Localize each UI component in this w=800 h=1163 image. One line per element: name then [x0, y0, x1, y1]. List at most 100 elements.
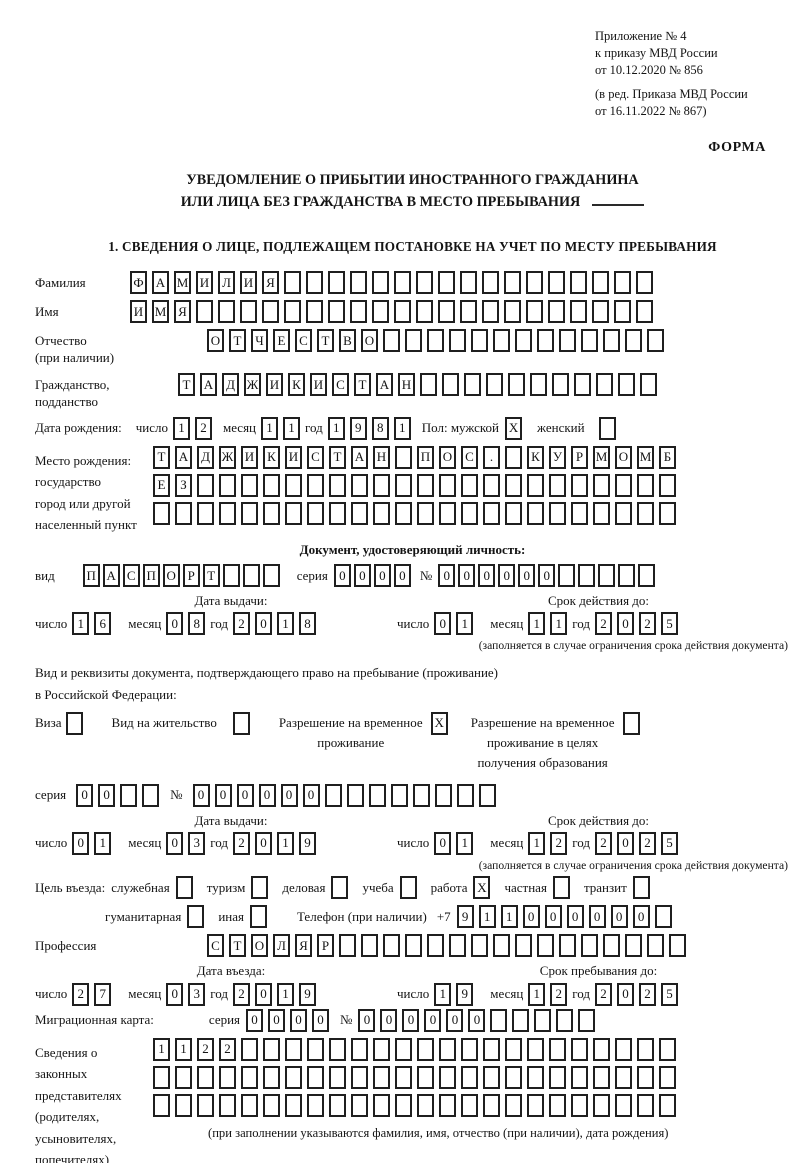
form-cell[interactable] [571, 1037, 588, 1061]
form-cell[interactable]: Л [218, 271, 235, 295]
form-cell[interactable] [549, 1065, 566, 1089]
form-cell[interactable] [549, 501, 566, 525]
form-cell[interactable] [461, 1093, 478, 1117]
form-cell[interactable] [351, 1065, 368, 1089]
form-cell[interactable]: Р [317, 934, 334, 958]
form-cell[interactable] [383, 934, 400, 958]
form-cell[interactable]: 1 [434, 982, 452, 1006]
form-cell[interactable]: 2 [550, 831, 568, 855]
form-cell[interactable] [263, 473, 280, 497]
form-cell[interactable] [637, 473, 654, 497]
form-cell[interactable] [285, 1093, 302, 1117]
form-cell[interactable]: 0 [617, 982, 635, 1006]
form-cell[interactable] [625, 934, 642, 958]
form-cell[interactable] [638, 564, 656, 588]
form-cell[interactable] [417, 1093, 434, 1117]
form-cell[interactable] [537, 329, 554, 353]
form-cell[interactable] [307, 501, 324, 525]
form-cell[interactable] [618, 373, 635, 397]
form-cell[interactable]: А [351, 445, 368, 469]
form-cell[interactable] [593, 1093, 610, 1117]
form-cell[interactable] [373, 501, 390, 525]
form-cell[interactable] [461, 1037, 478, 1061]
form-cell[interactable]: 3 [188, 831, 206, 855]
form-cell[interactable] [242, 564, 260, 588]
form-cell[interactable]: 9 [299, 982, 317, 1006]
form-cell[interactable] [241, 1065, 258, 1089]
form-cell[interactable]: 1 [72, 612, 90, 636]
form-cell[interactable] [598, 564, 616, 588]
form-cell[interactable] [439, 1037, 456, 1061]
form-cell[interactable]: 0 [538, 564, 556, 588]
form-cell[interactable]: 2 [595, 612, 613, 636]
form-cell[interactable]: 0 [446, 1008, 464, 1032]
form-cell[interactable]: Т [153, 445, 170, 469]
form-cell[interactable] [508, 373, 525, 397]
form-cell[interactable]: М [174, 271, 191, 295]
form-cell[interactable]: А [152, 271, 169, 295]
form-cell[interactable] [263, 1093, 280, 1117]
form-cell[interactable]: 7 [94, 982, 112, 1006]
form-cell[interactable]: 0 [72, 831, 90, 855]
form-cell[interactable]: 0 [98, 783, 116, 807]
form-cell[interactable] [471, 934, 488, 958]
form-cell[interactable] [324, 783, 342, 807]
form-cell[interactable] [505, 473, 522, 497]
form-cell[interactable]: 1 [528, 612, 546, 636]
form-cell[interactable] [593, 1037, 610, 1061]
form-cell[interactable]: 0 [434, 612, 452, 636]
form-cell[interactable] [456, 783, 474, 807]
form-cell[interactable] [571, 501, 588, 525]
form-cell[interactable]: Я [295, 934, 312, 958]
form-cell[interactable] [175, 1093, 192, 1117]
form-cell[interactable] [241, 1093, 258, 1117]
form-cell[interactable] [427, 934, 444, 958]
form-cell[interactable] [329, 1037, 346, 1061]
form-cell[interactable] [187, 905, 205, 929]
form-cell[interactable]: X [473, 876, 491, 900]
form-cell[interactable]: 1 [153, 1037, 170, 1061]
form-cell[interactable] [442, 373, 459, 397]
form-cell[interactable] [329, 501, 346, 525]
form-cell[interactable]: 0 [166, 831, 184, 855]
form-cell[interactable] [615, 1037, 632, 1061]
form-cell[interactable]: 2 [233, 612, 251, 636]
form-cell[interactable] [284, 300, 301, 324]
form-cell[interactable] [339, 934, 356, 958]
form-cell[interactable]: Ж [244, 373, 261, 397]
form-cell[interactable] [307, 1065, 324, 1089]
form-cell[interactable]: Ч [251, 329, 268, 353]
form-cell[interactable] [570, 271, 587, 295]
form-cell[interactable]: 2 [550, 982, 568, 1006]
form-cell[interactable] [483, 1093, 500, 1117]
form-cell[interactable] [449, 934, 466, 958]
form-cell[interactable] [120, 783, 138, 807]
form-cell[interactable] [504, 300, 521, 324]
form-cell[interactable]: И [241, 445, 258, 469]
form-cell[interactable] [449, 329, 466, 353]
form-cell[interactable] [395, 1037, 412, 1061]
form-cell[interactable] [240, 300, 257, 324]
form-cell[interactable]: 1 [456, 612, 474, 636]
form-cell[interactable] [439, 501, 456, 525]
form-cell[interactable] [306, 271, 323, 295]
form-cell[interactable] [632, 876, 650, 900]
form-cell[interactable] [578, 1008, 596, 1032]
form-cell[interactable]: X [505, 416, 523, 440]
form-cell[interactable] [570, 300, 587, 324]
form-cell[interactable]: 0 [280, 783, 298, 807]
form-cell[interactable]: 2 [219, 1037, 236, 1061]
form-cell[interactable] [527, 1093, 544, 1117]
form-cell[interactable] [434, 783, 452, 807]
form-cell[interactable]: 0 [438, 564, 456, 588]
form-cell[interactable] [578, 564, 596, 588]
form-cell[interactable] [505, 1037, 522, 1061]
form-cell[interactable] [390, 783, 408, 807]
form-cell[interactable]: 0 [478, 564, 496, 588]
form-cell[interactable] [482, 300, 499, 324]
form-cell[interactable]: А [200, 373, 217, 397]
form-cell[interactable]: 0 [166, 982, 184, 1006]
form-cell[interactable] [615, 1093, 632, 1117]
form-cell[interactable] [659, 501, 676, 525]
form-cell[interactable] [175, 1065, 192, 1089]
